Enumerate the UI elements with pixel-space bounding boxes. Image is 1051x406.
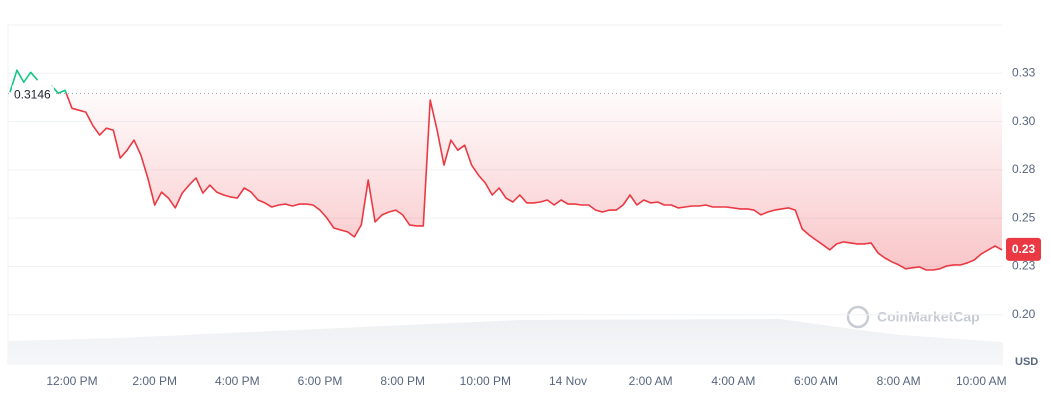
x-tick-label: 6:00 AM [794,374,838,388]
x-tick-label: 14 Nov [549,374,587,388]
x-tick-label: 10:00 PM [460,374,511,388]
x-tick-label: 2:00 PM [132,374,177,388]
x-tick-label: 8:00 PM [380,374,425,388]
y-tick-label: 0.25 [1012,210,1036,224]
volume-area [8,319,1003,365]
y-tick-label: 0.33 [1012,65,1036,79]
last-price-label: 0.23 [1012,242,1036,256]
y-tick-label: 0.20 [1012,307,1036,321]
x-tick-label: 8:00 AM [877,374,921,388]
area-fill [51,93,1002,270]
x-tick-label: 12:00 PM [46,374,97,388]
x-tick-label: 4:00 AM [711,374,755,388]
reference-label-bg [12,85,54,102]
price-line [9,69,1003,271]
x-tick-label: 2:00 AM [629,374,673,388]
x-tick-label: 6:00 PM [298,374,343,388]
y-tick-label: 0.23 [1012,259,1036,273]
y-tick-label: 0.28 [1012,162,1036,176]
watermark-text: CoinMarketCap [877,309,980,325]
last-price-badge [1006,237,1041,261]
watermark-logo [846,305,870,329]
x-tick-label: 4:00 PM [215,374,260,388]
watermark: CoinMarketCap [846,305,980,329]
x-tick-label: 10:00 AM [956,374,1007,388]
y-tick-label: 0.30 [1012,114,1036,128]
y-axis-label: USD [1015,356,1038,368]
reference-label: 0.3146 [14,88,51,102]
